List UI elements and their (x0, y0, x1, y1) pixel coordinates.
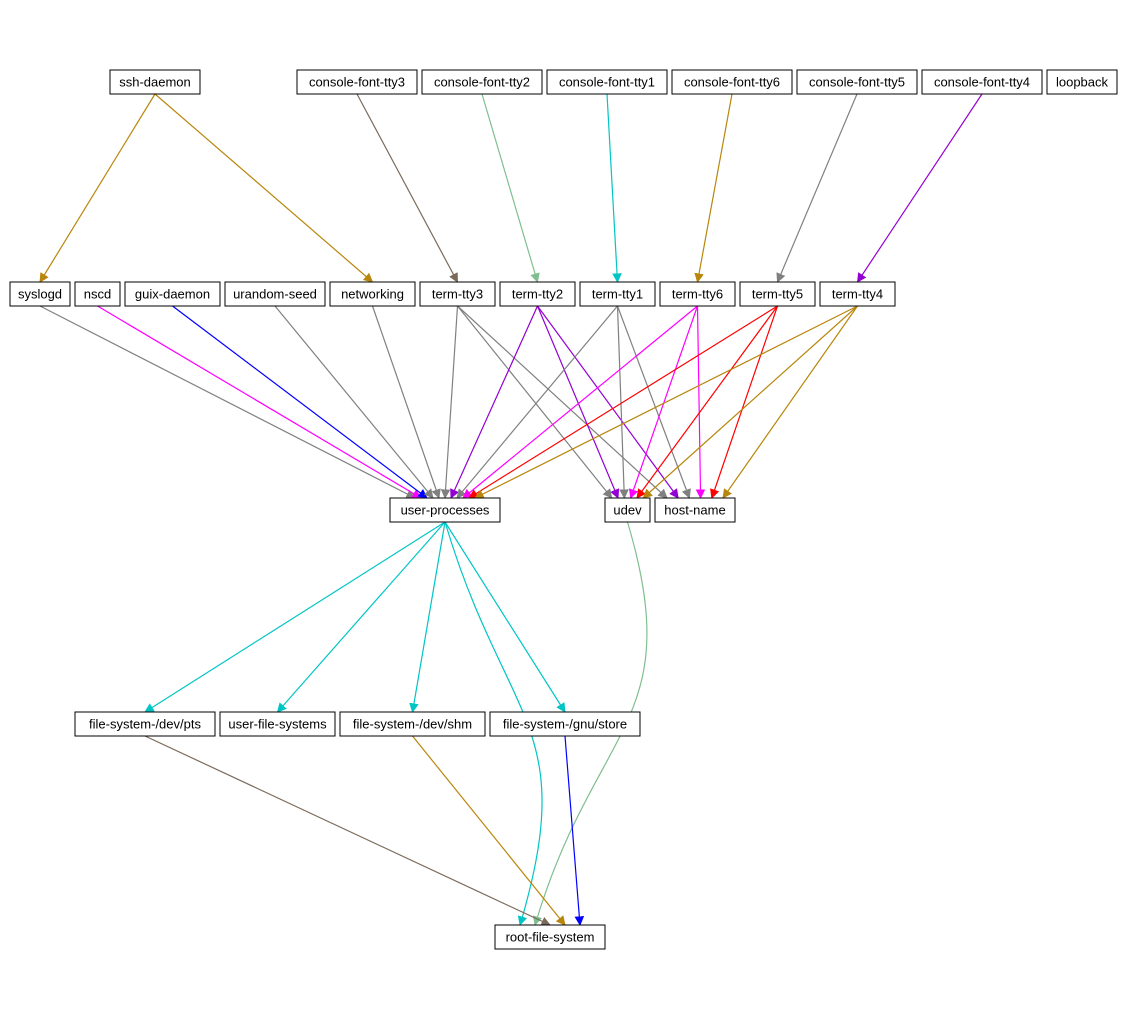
node-user-processes: user-processes (390, 498, 500, 522)
node-term-tty3: term-tty3 (420, 282, 495, 306)
node-label: nscd (84, 286, 111, 301)
edge (173, 306, 428, 498)
node-console-font-tty6: console-font-tty6 (672, 70, 792, 94)
edge (445, 306, 458, 498)
edges-layer (40, 94, 982, 925)
edge (413, 522, 446, 712)
edge (698, 306, 701, 498)
node-label: term-tty5 (752, 286, 803, 301)
edge (373, 306, 440, 498)
node-guix-daemon: guix-daemon (125, 282, 220, 306)
node-networking: networking (330, 282, 415, 306)
edge (445, 522, 565, 712)
edge (607, 94, 618, 282)
nodes-layer: ssh-daemon console-font-tty3 console-font-… (10, 70, 1117, 949)
node-label: ssh-daemon (119, 74, 191, 89)
edge (618, 306, 690, 498)
node-label: urandom-seed (233, 286, 317, 301)
node-label: file-system-/dev/pts (89, 716, 201, 731)
node-user-file-systems: user-file-systems (220, 712, 335, 736)
node-label: console-font-tty5 (809, 74, 905, 89)
node-label: term-tty3 (432, 286, 483, 301)
edge (98, 306, 422, 498)
node-console-font-tty5: console-font-tty5 (797, 70, 917, 94)
node-term-tty1: term-tty1 (580, 282, 655, 306)
node-label: file-system-/dev/shm (353, 716, 472, 731)
node-term-tty6: term-tty6 (660, 282, 735, 306)
edge (40, 306, 415, 498)
node-fs-dev-shm: file-system-/dev/shm (340, 712, 485, 736)
edge (698, 94, 733, 282)
node-label: guix-daemon (135, 286, 210, 301)
edge (278, 522, 446, 712)
node-label: networking (341, 286, 404, 301)
node-label: term-tty6 (672, 286, 723, 301)
edge (40, 94, 155, 282)
node-syslogd: syslogd (10, 282, 70, 306)
node-udev: udev (605, 498, 650, 522)
node-term-tty2: term-tty2 (500, 282, 575, 306)
node-fs-dev-pts: file-system-/dev/pts (75, 712, 215, 736)
edge (463, 306, 698, 498)
node-label: host-name (664, 502, 725, 517)
edge (712, 306, 778, 498)
edge (858, 94, 983, 282)
node-console-font-tty2: console-font-tty2 (422, 70, 542, 94)
node-host-name: host-name (655, 498, 735, 522)
edge (451, 306, 538, 498)
edge (155, 94, 373, 282)
node-label: console-font-tty6 (684, 74, 780, 89)
node-term-tty5: term-tty5 (740, 282, 815, 306)
node-console-font-tty1: console-font-tty1 (547, 70, 667, 94)
edge (357, 94, 458, 282)
node-loopback: loopback (1047, 70, 1117, 94)
node-label: file-system-/gnu/store (503, 716, 627, 731)
node-root-file-system: root-file-system (495, 925, 605, 949)
edge (778, 94, 858, 282)
node-label: user-processes (401, 502, 490, 517)
node-label: root-file-system (506, 929, 595, 944)
node-nscd: nscd (75, 282, 120, 306)
edge (145, 522, 445, 712)
node-label: console-font-tty3 (309, 74, 405, 89)
node-label: user-file-systems (228, 716, 327, 731)
edge (275, 306, 433, 498)
node-label: udev (613, 502, 642, 517)
node-label: syslogd (18, 286, 62, 301)
node-label: term-tty1 (592, 286, 643, 301)
edge (458, 306, 668, 498)
node-fs-gnu-store: file-system-/gnu/store (490, 712, 640, 736)
node-label: term-tty2 (512, 286, 563, 301)
dependency-graph: ssh-daemon console-font-tty3 console-font-… (0, 0, 1131, 1019)
node-ssh-daemon: ssh-daemon (110, 70, 200, 94)
node-urandom-seed: urandom-seed (225, 282, 325, 306)
node-label: console-font-tty4 (934, 74, 1030, 89)
edge (565, 736, 580, 925)
node-console-font-tty3: console-font-tty3 (297, 70, 417, 94)
node-label: term-tty4 (832, 286, 883, 301)
edge (637, 306, 778, 498)
edge (538, 306, 619, 498)
node-label: loopback (1056, 74, 1109, 89)
edge (482, 94, 538, 282)
node-label: console-font-tty1 (559, 74, 655, 89)
node-label: console-font-tty2 (434, 74, 530, 89)
node-console-font-tty4: console-font-tty4 (922, 70, 1042, 94)
edge (631, 306, 698, 498)
edge (643, 306, 857, 498)
node-term-tty4: term-tty4 (820, 282, 895, 306)
edge (538, 306, 679, 498)
edge (475, 306, 858, 498)
edge (723, 306, 858, 498)
